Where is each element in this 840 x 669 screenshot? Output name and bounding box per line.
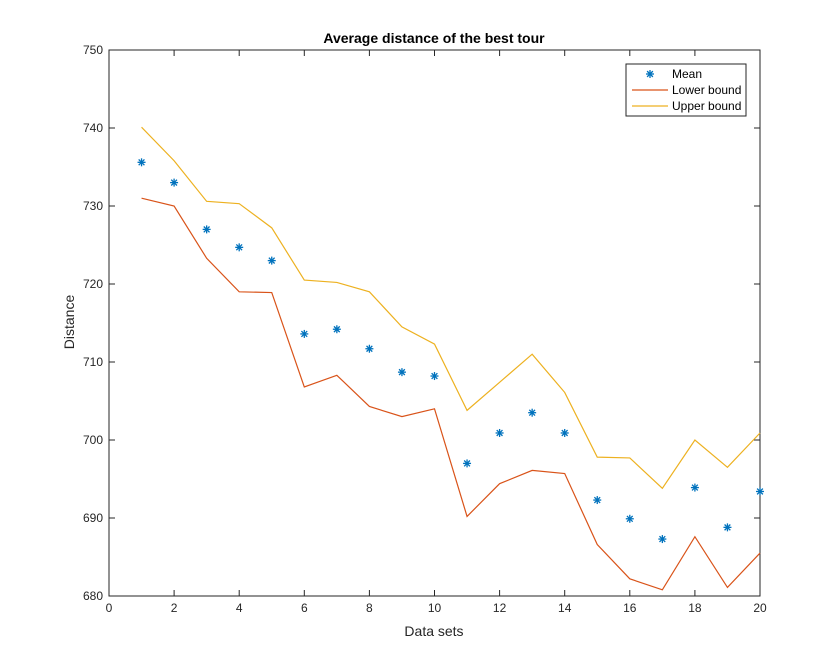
mean-marker-stroke xyxy=(235,244,243,251)
mean-point xyxy=(625,514,634,523)
x-tick-label: 12 xyxy=(493,601,507,615)
legend-entry-label: Mean xyxy=(672,67,702,81)
upper-bound-line xyxy=(141,126,761,490)
y-axis: 680 690 700 710 720 730 740 750 xyxy=(83,43,760,603)
mean-marker-stroke xyxy=(300,330,308,338)
mean-point xyxy=(723,523,732,532)
mean-marker-stroke xyxy=(528,409,536,417)
legend: Mean Lower bound Upper bound xyxy=(625,63,747,117)
y-tick-label: 720 xyxy=(83,277,103,291)
mean-point xyxy=(267,256,276,265)
mean-marker-stroke xyxy=(756,488,764,495)
x-axis-label: Data sets xyxy=(404,623,463,639)
mean-point xyxy=(202,225,211,234)
mean-point xyxy=(137,158,146,167)
mean-marker-stroke xyxy=(496,429,503,437)
mean-marker-stroke xyxy=(646,70,654,78)
plot-area xyxy=(108,49,761,597)
mean-marker-stroke xyxy=(366,345,373,353)
mean-point xyxy=(463,459,472,468)
x-tick-label: 10 xyxy=(428,601,442,615)
x-tick-label: 20 xyxy=(753,601,767,615)
legend-entry-label: Lower bound xyxy=(672,83,741,97)
x-tick-label: 2 xyxy=(171,601,178,615)
mean-point xyxy=(430,372,439,381)
chart-title: Average distance of the best tour xyxy=(323,30,545,46)
x-tick-label: 6 xyxy=(301,601,308,615)
y-tick-label: 730 xyxy=(83,199,103,213)
mean-marker-stroke xyxy=(138,158,145,166)
mean-point xyxy=(170,178,179,187)
mean-point xyxy=(235,243,244,252)
mean-marker-stroke xyxy=(724,524,731,531)
mean-marker-stroke xyxy=(626,515,634,523)
y-tick-label: 700 xyxy=(83,433,103,447)
mean-point xyxy=(332,325,341,334)
mean-point xyxy=(560,428,569,437)
mean-marker-stroke xyxy=(333,325,341,333)
mean-point xyxy=(756,487,764,496)
mean-point xyxy=(495,428,504,437)
plot-box xyxy=(108,49,761,597)
x-tick-label: 18 xyxy=(688,601,702,615)
x-axis: 0 2 4 6 8 10 12 14 16 18 20 xyxy=(106,50,767,615)
mean-point xyxy=(528,408,537,417)
x-tick-label: 8 xyxy=(366,601,373,615)
mean-marker-stroke xyxy=(431,372,438,380)
mean-point xyxy=(365,344,374,353)
mean-marker-stroke xyxy=(593,496,601,504)
series-layer xyxy=(137,126,764,591)
mean-point xyxy=(300,329,309,338)
mean-point xyxy=(658,535,667,544)
y-tick-label: 690 xyxy=(83,511,103,525)
y-tick-label: 740 xyxy=(83,121,103,135)
mean-point xyxy=(690,483,699,492)
lower-bound-line xyxy=(141,197,761,591)
y-tick-label: 750 xyxy=(83,43,103,57)
y-axis-label: Distance xyxy=(61,295,77,350)
y-tick-label: 710 xyxy=(83,355,103,369)
mean-marker-stroke xyxy=(561,429,569,437)
x-tick-label: 0 xyxy=(106,601,113,615)
mean-marker-stroke xyxy=(463,460,471,467)
x-tick-label: 4 xyxy=(236,601,243,615)
y-tick-label: 680 xyxy=(83,589,103,603)
mean-point xyxy=(397,368,406,377)
legend-swatch-mean xyxy=(646,70,654,78)
mean-marker-stroke xyxy=(268,257,276,264)
mean-point xyxy=(593,496,602,505)
x-tick-label: 16 xyxy=(623,601,637,615)
mean-marker-stroke xyxy=(398,368,406,376)
x-tick-label: 14 xyxy=(558,601,572,615)
mean-marker-stroke xyxy=(170,179,178,186)
mean-marker-stroke xyxy=(203,226,210,233)
legend-entry-label: Upper bound xyxy=(672,99,741,113)
mean-marker-stroke xyxy=(659,535,666,543)
mean-marker-stroke xyxy=(691,484,699,491)
